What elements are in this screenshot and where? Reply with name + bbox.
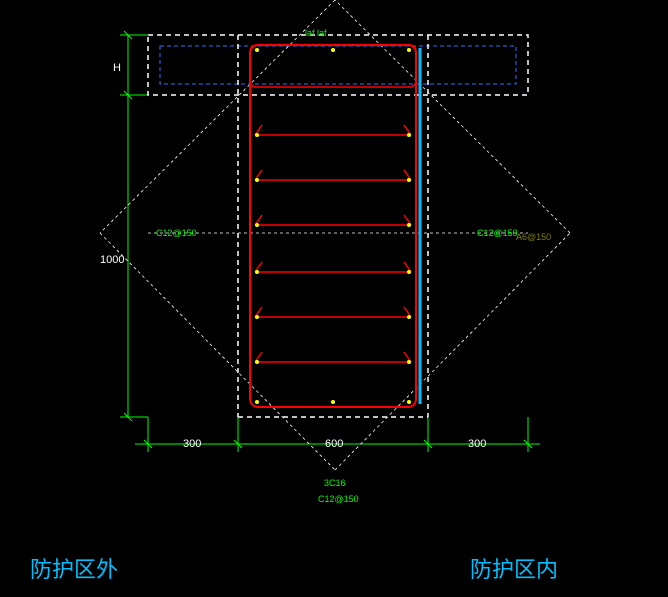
zone-outside-label: 防护区外	[30, 552, 118, 584]
zone-inside-label: 防护区内	[470, 552, 558, 584]
right-orange-label: A6@150	[516, 232, 551, 242]
bottom-spec2: C12@150	[318, 494, 359, 504]
top-laf-label: laf laf	[305, 28, 327, 38]
top-beam-inner	[160, 46, 516, 84]
left-spec-label: C12@150	[156, 228, 197, 238]
rebar-markers	[255, 48, 411, 404]
column-outline	[238, 35, 428, 417]
dim-300-left: 300	[183, 438, 201, 450]
dim-600: 600	[325, 438, 343, 450]
diagram-canvas	[0, 0, 668, 597]
dim-300-right: 300	[468, 438, 486, 450]
dim-1000-label: 1000	[100, 254, 124, 266]
dim-h-label: H	[113, 62, 121, 74]
rebar-main-rect	[250, 45, 416, 407]
right-spec-label: C12@150	[477, 228, 518, 238]
dim-vertical	[120, 31, 148, 421]
horizontal-rebars	[255, 125, 411, 362]
bottom-spec1: 3C16	[324, 478, 346, 488]
